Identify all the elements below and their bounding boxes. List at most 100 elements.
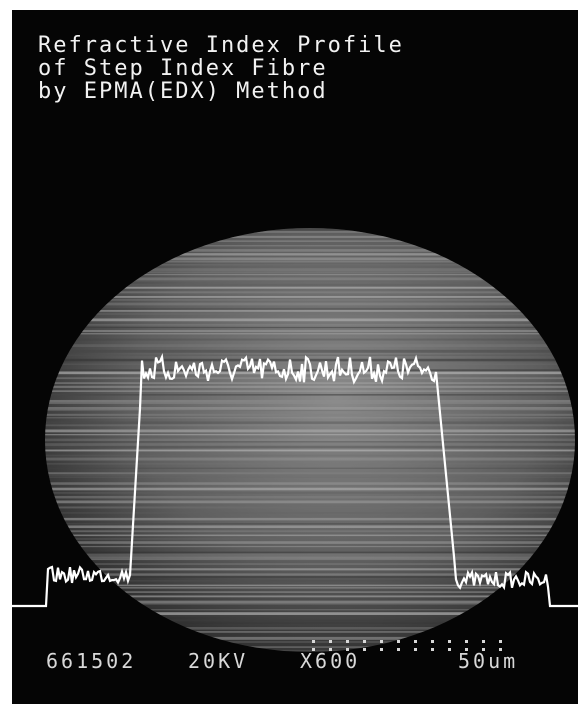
streak [45,299,575,301]
streak [45,327,575,329]
scale-bar-label: 50um [458,649,518,673]
streak [45,280,575,282]
streak [45,512,575,514]
scale-dot [312,640,315,643]
streak [45,556,575,559]
streak [45,615,575,617]
streak [45,580,575,582]
scale-dot [329,640,332,643]
streak [45,245,575,247]
streak [45,274,575,276]
scale-dot [363,640,366,643]
streak [45,487,575,491]
streak [45,568,575,571]
streak [45,249,575,252]
streak [45,586,575,589]
streak [45,530,575,533]
streak [45,377,575,380]
scale-dot [431,640,434,643]
streak [45,575,575,578]
streak [45,619,575,622]
scale-dot [482,648,485,651]
streak [45,260,575,263]
accelerating-voltage: 20KV [188,649,248,673]
streak [45,523,575,525]
streak [45,559,575,561]
scale-dot [346,640,349,643]
streak [45,393,575,396]
streak [45,626,575,630]
streak [45,443,575,447]
streak [45,257,575,261]
streak [45,600,575,604]
streak [45,283,575,286]
streak [45,382,575,384]
streak [45,235,575,238]
streak [45,545,575,548]
streak [45,385,575,388]
streak [45,457,575,461]
streak [45,307,575,310]
streak [45,286,575,289]
streak [45,421,575,424]
scale-dot [499,648,502,651]
streak [45,263,575,266]
streak [45,338,575,341]
streak [45,406,575,410]
streak [45,268,575,271]
streak [45,449,575,452]
scale-dot [380,648,383,651]
scale-dot [465,648,468,651]
scale-dot [363,648,366,651]
streak [45,253,575,256]
streak [45,296,575,298]
streak [45,584,575,587]
streak [45,434,575,436]
streak [45,649,575,652]
streak [45,622,575,624]
magnification: X600 [300,649,360,673]
scale-dot [448,640,451,643]
streak [45,491,575,494]
streak [45,482,575,485]
title-line: by EPMA(EDX) Method [38,79,328,104]
streak [45,390,575,392]
streak [45,603,575,605]
streak [45,438,575,442]
streak [45,344,575,348]
title-line: Refractive Index Profile [38,33,404,58]
streak [45,538,575,540]
index-profile-trace [0,353,580,608]
streak [45,563,575,565]
streak [45,551,575,553]
streak [45,573,575,576]
streak [45,636,575,640]
streak [45,631,575,633]
title-line: of Step Index Fibre [38,56,328,81]
streak [45,500,575,504]
streak [45,591,575,593]
scale-dot [312,648,315,651]
streak [45,371,575,375]
scale-dot [397,640,400,643]
streak [45,277,575,281]
scale-dot [499,640,502,643]
scale-dot [431,648,434,651]
streak [45,429,575,433]
streak [45,463,575,465]
streak [45,409,575,412]
streak [45,228,575,231]
streak [45,495,575,499]
streak [45,646,575,649]
scale-dot [414,640,417,643]
streak [45,402,575,405]
fibre-cross-section [45,228,575,652]
streak [45,541,575,544]
scale-dot [329,648,332,651]
streak [45,417,575,419]
specimen-number: 661502 [46,649,136,673]
streak [45,291,575,294]
streak [45,240,575,242]
scale-dot [482,640,485,643]
